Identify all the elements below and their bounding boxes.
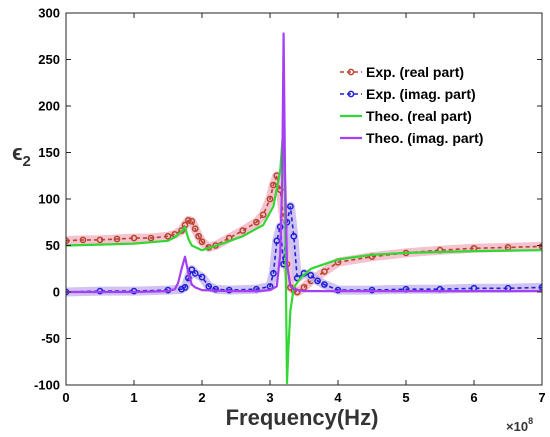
x-tick-label: 4 xyxy=(334,390,342,405)
data-point xyxy=(307,271,315,279)
data-point xyxy=(290,232,298,240)
series-theo-real-part xyxy=(66,123,542,385)
data-point xyxy=(198,238,206,246)
data-point xyxy=(181,284,189,291)
data-point xyxy=(191,225,199,233)
legend-label: Exp. (real part) xyxy=(366,64,464,80)
legend-item-theo-real-part: Theo. (real part) xyxy=(340,108,472,124)
data-point xyxy=(259,211,267,219)
y-tick-label: 50 xyxy=(46,238,60,253)
data-point xyxy=(178,227,185,234)
y-tick-label: -100 xyxy=(34,378,60,393)
legend-label: Theo. (real part) xyxy=(366,108,472,124)
legend-item-theo-imag-part: Theo. (imag. part) xyxy=(340,130,483,146)
data-point xyxy=(147,234,155,242)
legend-item-exp-imag-part: Exp. (imag. part) xyxy=(340,86,476,102)
axes xyxy=(65,12,543,386)
legend-label: Exp. (imag. part) xyxy=(366,86,476,102)
x-tick-label: 0 xyxy=(62,390,69,405)
data-point xyxy=(205,283,213,290)
y-tick-label: 150 xyxy=(38,145,60,160)
data-point xyxy=(321,268,328,275)
x-tick-label: 1 xyxy=(130,390,137,405)
y-tick-label: 100 xyxy=(38,192,60,207)
data-point xyxy=(130,234,138,242)
x-tick-label: 5 xyxy=(402,390,409,405)
data-point xyxy=(270,270,277,277)
legend-item-exp-real-part: Exp. (real part) xyxy=(340,64,464,80)
data-point xyxy=(164,232,172,240)
x-axis-multiplier: ×108 xyxy=(506,416,533,434)
series-theo-imag-part xyxy=(66,32,542,294)
data-point xyxy=(321,281,328,288)
data-point xyxy=(212,285,219,293)
x-axis-multiplier-base: ×10 xyxy=(506,419,528,434)
data-point xyxy=(195,232,202,240)
data-point xyxy=(314,277,321,285)
data-point xyxy=(538,284,542,291)
data-point xyxy=(273,237,281,245)
legend: Exp. (real part) Exp. (imag. part) Theo. (… xyxy=(340,64,483,146)
legend-label: Theo. (imag. part) xyxy=(366,130,483,146)
plot-area xyxy=(66,32,542,385)
y-axis-symbol: ϵ xyxy=(12,140,23,165)
series-line xyxy=(66,123,542,385)
series-line xyxy=(66,32,542,294)
x-tick-label: 2 xyxy=(198,390,205,405)
data-point xyxy=(287,203,294,210)
tick-labels: 0 1 2 3 4 5 6 7 -100 -50 0 50 100 150 200 250 300 xyxy=(34,6,546,406)
data-point xyxy=(79,236,87,244)
data-point xyxy=(198,273,206,281)
x-tick-label: 3 xyxy=(266,390,273,405)
data-point xyxy=(185,217,192,224)
x-tick-label: 7 xyxy=(538,390,545,405)
data-point xyxy=(538,243,542,250)
data-point xyxy=(191,270,199,277)
data-point xyxy=(300,284,308,291)
x-axis-label: Frequency(Hz) xyxy=(226,405,379,430)
data-point xyxy=(266,195,274,203)
legend-swatch-marker xyxy=(347,90,355,98)
series-line xyxy=(66,173,542,293)
data-point xyxy=(270,181,277,189)
data-point xyxy=(188,266,196,274)
y-tick-label: 300 xyxy=(38,6,60,21)
y-tick-label: -50 xyxy=(41,331,60,346)
y-tick-label: 200 xyxy=(38,99,60,114)
x-axis-multiplier-exponent: 8 xyxy=(528,416,533,426)
y-tick-label: 250 xyxy=(38,52,60,67)
data-point xyxy=(239,227,247,234)
legend-swatch-marker xyxy=(347,68,355,76)
data-point xyxy=(253,218,260,226)
data-point xyxy=(188,217,196,225)
y-axis-subscript: 2 xyxy=(23,153,31,170)
y-axis-label: ϵ2 xyxy=(12,140,31,170)
data-point xyxy=(96,236,104,244)
x-tick-label: 6 xyxy=(470,390,477,405)
y-tick-label: 0 xyxy=(53,285,60,300)
data-point xyxy=(113,235,121,243)
